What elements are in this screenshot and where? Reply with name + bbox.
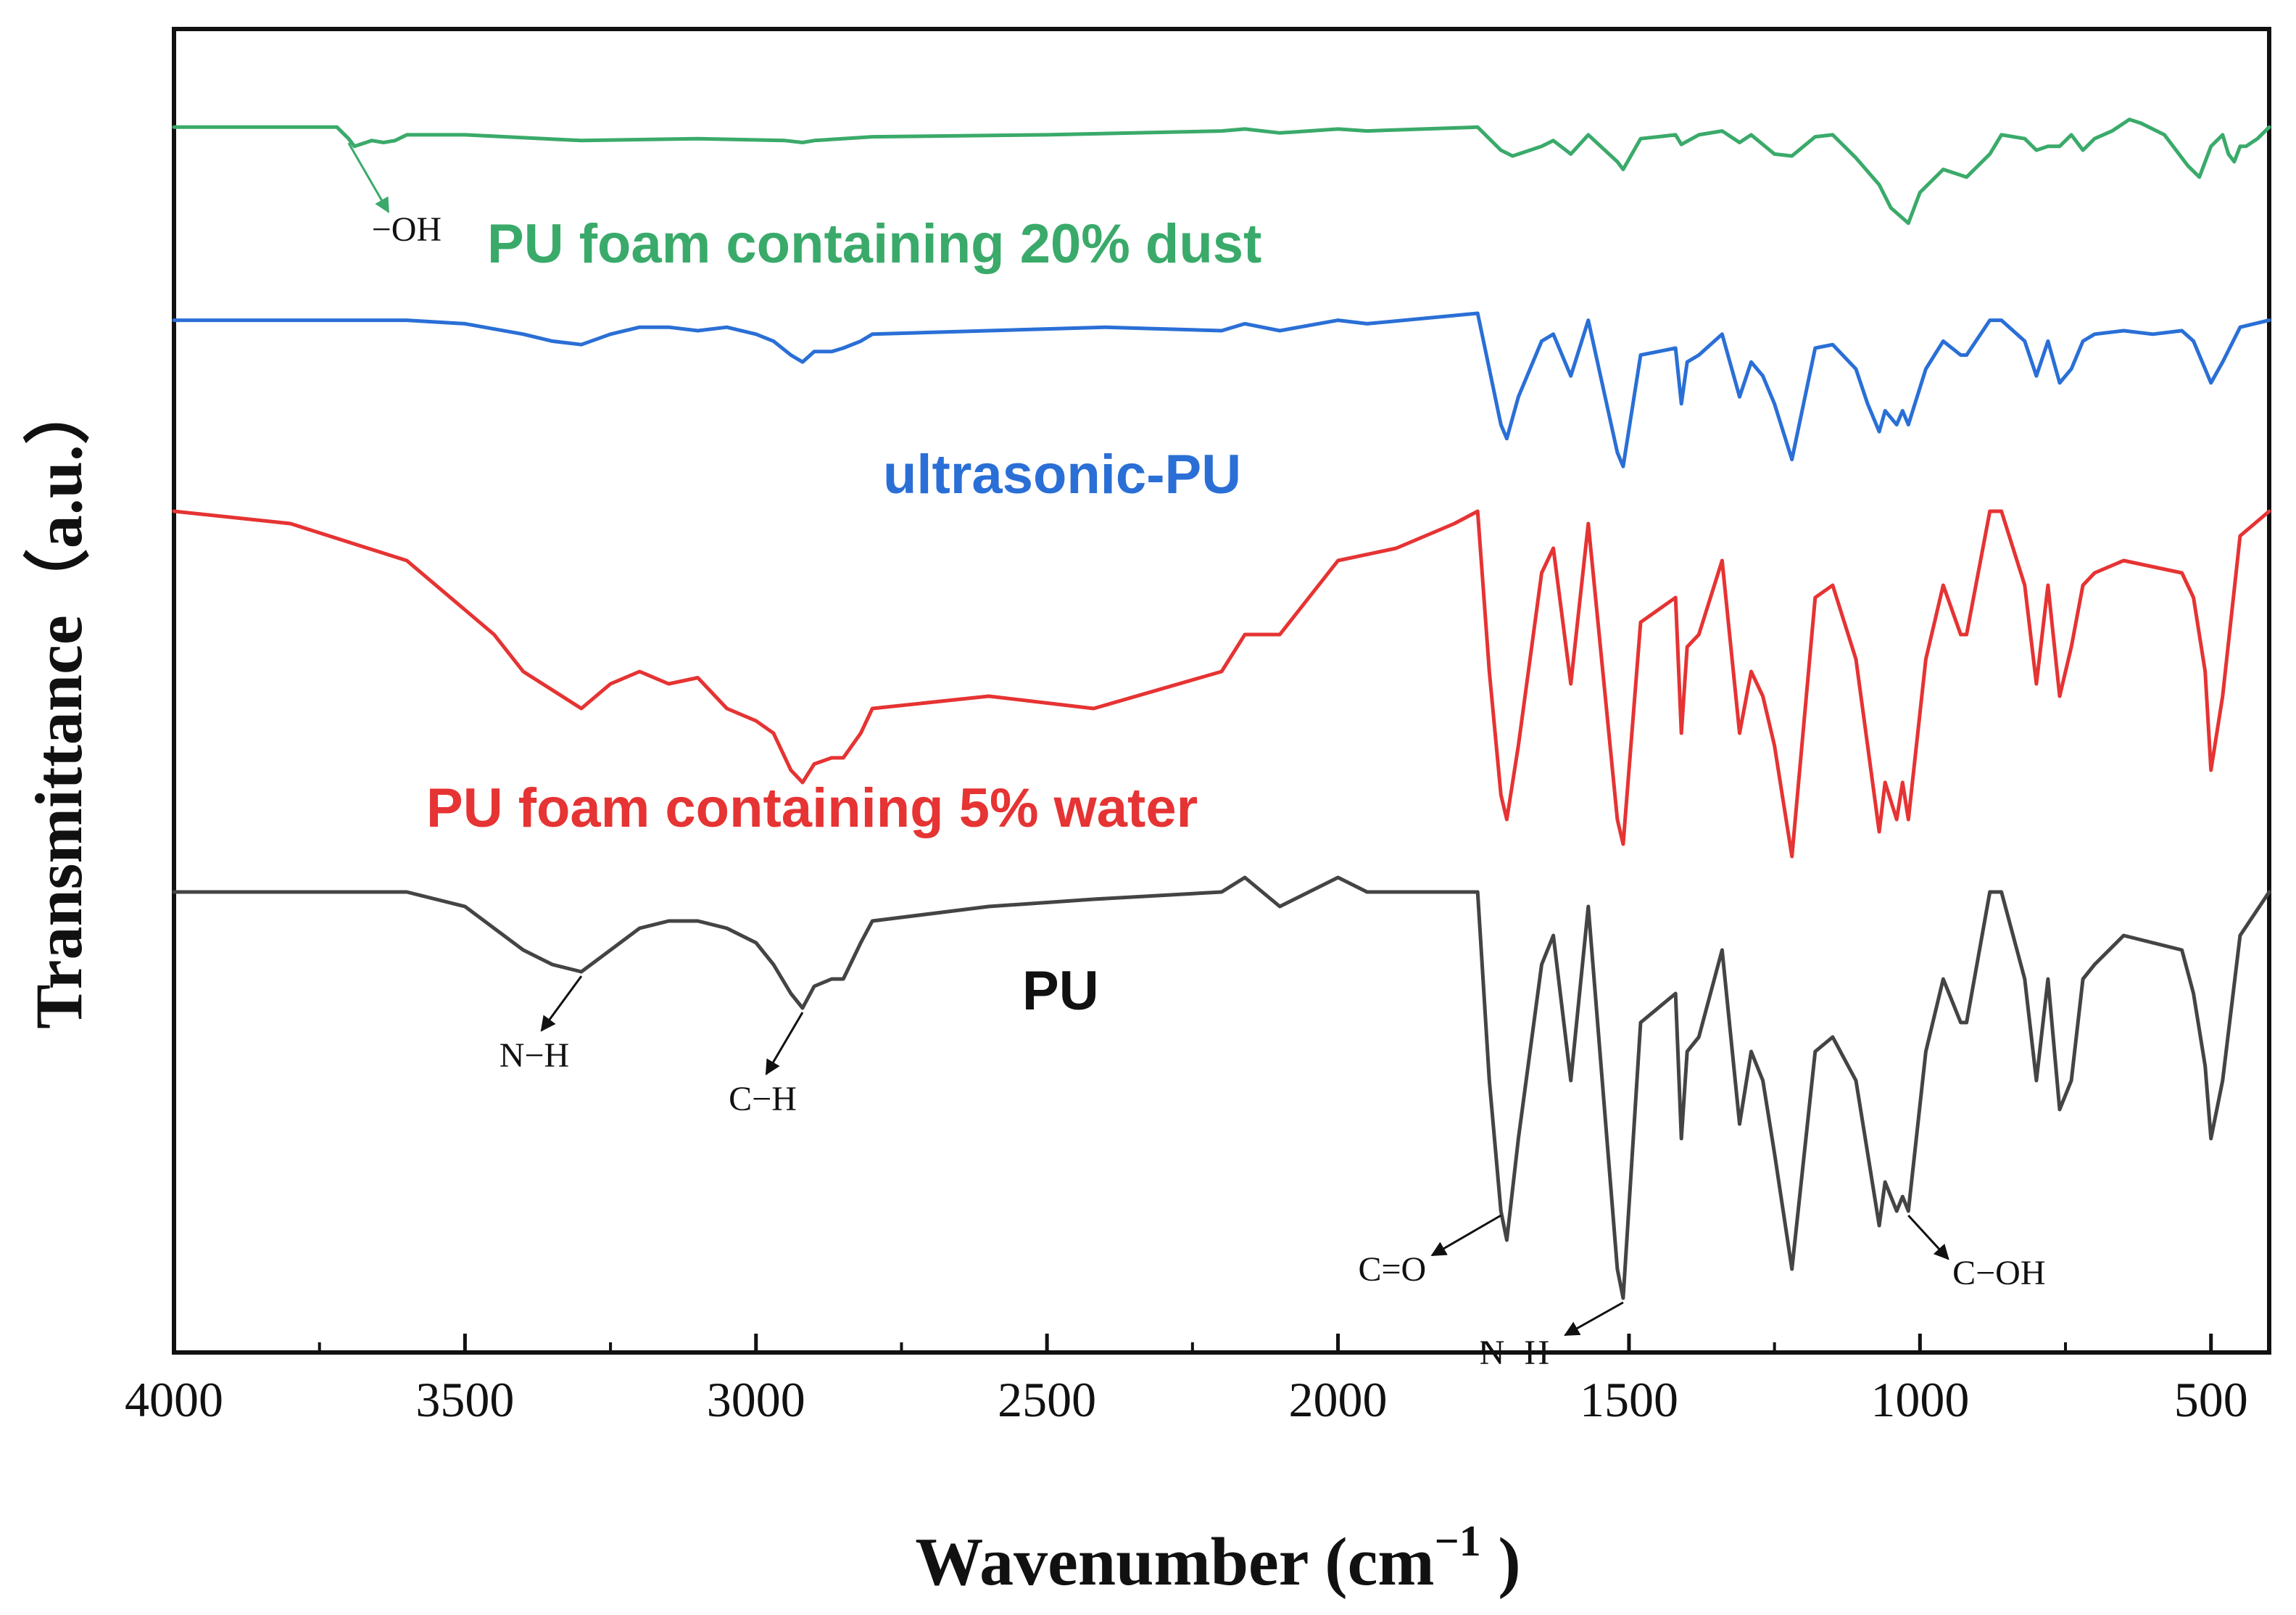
x-tick-label: 1500 <box>1580 1372 1678 1427</box>
annotation-coh-arrow <box>1907 1214 1949 1260</box>
annotation-nh-low-arrow <box>1564 1301 1624 1337</box>
x-tick-label: 2000 <box>1289 1372 1388 1427</box>
x-tick-label: 4000 <box>125 1372 223 1427</box>
annotation-co-arrow <box>1430 1214 1502 1257</box>
series-label-pu: PU <box>1022 960 1099 1022</box>
annotation-oh-arrow <box>347 142 390 214</box>
y-axis-title: Transmittance（a.u.） <box>22 378 96 1029</box>
trace-water <box>172 509 2271 859</box>
x-axis-ticks: 4000 3500 3000 2500 2000 1500 1000 500 <box>125 1334 2248 1427</box>
series-traces <box>172 117 2271 1300</box>
series-label-water: PU foam containing 5% water <box>426 777 1198 839</box>
annotation-ch-arrow <box>765 1012 804 1075</box>
x-tick-label: 2500 <box>998 1372 1096 1427</box>
x-axis-title-main: Wavenumber (cm <box>915 1524 1434 1600</box>
x-tick-label: 500 <box>2174 1372 2248 1427</box>
x-tick-label: 3500 <box>415 1372 514 1427</box>
trace-dust <box>172 117 2271 226</box>
plot-frame <box>172 27 2271 1355</box>
annotation-nh-high-label: N−H <box>500 1036 569 1075</box>
x-tick-label: 1000 <box>1870 1372 1969 1427</box>
x-axis-title-superscript: −1 <box>1435 1517 1481 1565</box>
annotation-coh-label: C−OH <box>1952 1254 2045 1292</box>
x-tick-label: 3000 <box>707 1372 805 1427</box>
annotation-ch-label: C−H <box>729 1080 797 1118</box>
peak-annotations: −OH N−H C−H C=O N−H C−OH <box>347 142 2045 1372</box>
x-axis-title: Wavenumber (cm−1 ) <box>915 1517 1520 1600</box>
annotation-oh-label: −OH <box>372 210 442 249</box>
x-axis-title-suffix: ) <box>1481 1524 1521 1600</box>
annotation-nh-high-arrow <box>540 975 583 1032</box>
trace-ultrasonic <box>172 311 2271 468</box>
trace-pu <box>172 875 2271 1300</box>
series-label-dust: PU foam containing 20% dust <box>487 213 1261 275</box>
annotation-nh-low-label: N−H <box>1480 1334 1549 1372</box>
series-label-ultrasonic: ultrasonic-PU <box>883 444 1241 505</box>
annotation-co-label: C=O <box>1358 1250 1426 1289</box>
